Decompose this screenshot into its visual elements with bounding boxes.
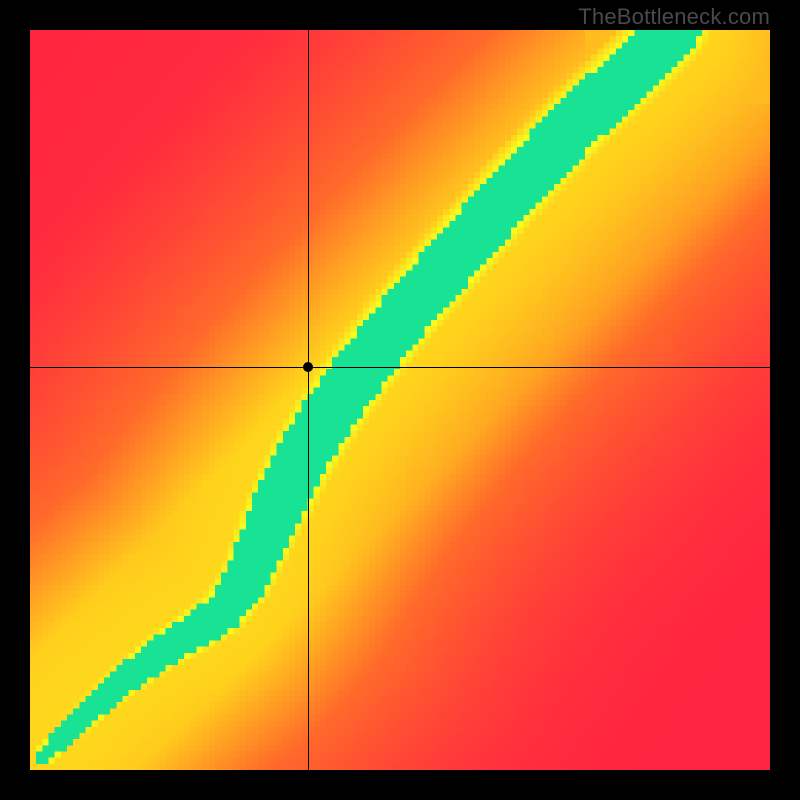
crosshair-vertical — [308, 30, 309, 770]
crosshair-dot — [303, 362, 313, 372]
watermark-text: TheBottleneck.com — [578, 4, 770, 30]
crosshair-horizontal — [30, 367, 770, 368]
chart-container: TheBottleneck.com — [0, 0, 800, 800]
heatmap-canvas — [30, 30, 770, 770]
plot-area — [30, 30, 770, 770]
